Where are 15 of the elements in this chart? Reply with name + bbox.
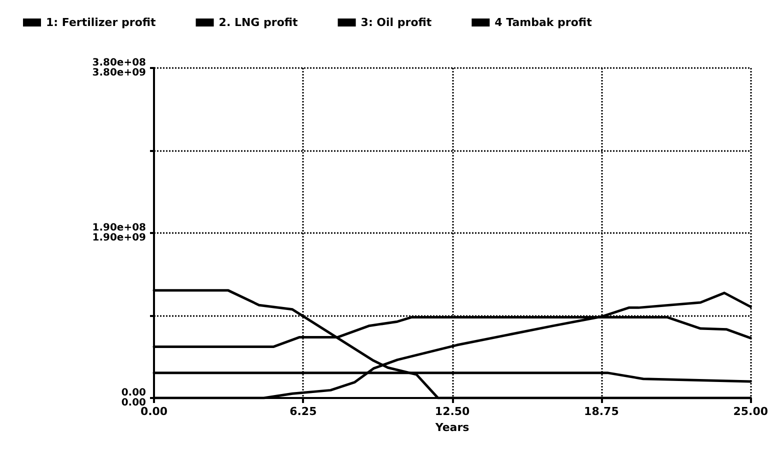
- y-tick-label: 3.80e+08: [92, 58, 146, 68]
- x-tick-label: 6.25: [290, 405, 317, 418]
- y2-tick-label: 3.80e+09: [92, 68, 146, 78]
- y2-tick-label: 1.90e+09: [92, 232, 146, 244]
- legend-label: 3: Oil profit: [360, 16, 432, 29]
- y-tick-label: 0.00: [121, 388, 146, 398]
- legend-label: 1: Fertilizer profit: [46, 16, 156, 29]
- x-axis-title: Years: [434, 421, 470, 434]
- legend-label: 4 Tambak profit: [494, 16, 592, 29]
- x-tick-label: 0.00: [140, 405, 168, 418]
- x-tick-label: 12.50: [434, 405, 470, 418]
- y-tick-label: 1.90e+08: [92, 222, 146, 234]
- legend-label: 2. LNG profit: [218, 16, 298, 29]
- x-tick-label: 18.75: [584, 405, 619, 418]
- x-tick-label: 25.00: [733, 405, 768, 418]
